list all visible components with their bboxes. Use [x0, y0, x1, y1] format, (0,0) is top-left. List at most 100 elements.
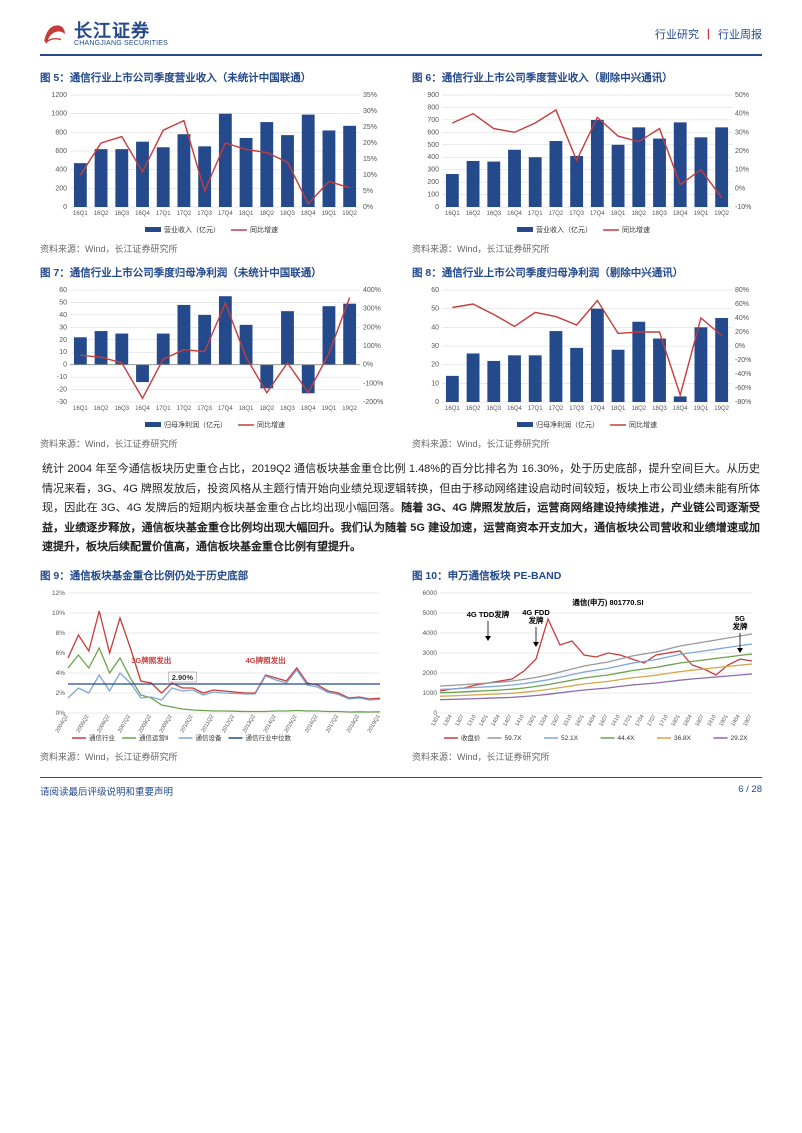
svg-text:19Q2: 19Q2	[714, 211, 729, 217]
svg-text:44.4X: 44.4X	[618, 735, 636, 742]
chart-6-canvas: 0100200300400500600700800900-10%0%10%20%…	[412, 89, 762, 239]
svg-text:18Q3: 18Q3	[280, 211, 295, 217]
svg-text:1710: 1710	[658, 714, 669, 728]
svg-text:30: 30	[59, 324, 67, 331]
svg-text:1607: 1607	[598, 714, 609, 728]
svg-text:1604: 1604	[586, 714, 597, 728]
svg-text:15%: 15%	[363, 156, 377, 163]
svg-text:16Q2: 16Q2	[466, 211, 481, 217]
svg-text:16Q3: 16Q3	[114, 406, 129, 412]
svg-text:16Q2: 16Q2	[94, 211, 109, 217]
svg-text:40: 40	[431, 324, 439, 331]
page-root: 长江证券 CHANGJIANG SECURITIES 行业研究 丨 行业周报 图…	[0, 0, 802, 814]
svg-text:17Q2: 17Q2	[549, 406, 564, 412]
svg-text:2019Q1: 2019Q1	[367, 714, 382, 734]
svg-text:16Q4: 16Q4	[507, 406, 522, 412]
svg-text:6%: 6%	[56, 650, 66, 657]
svg-text:19Q2: 19Q2	[342, 406, 357, 412]
chart-7-canvas: -30-20-100102030405060-200%-100%0%100%20…	[40, 284, 390, 434]
svg-text:2009Q2: 2009Q2	[159, 714, 174, 734]
svg-text:30: 30	[431, 343, 439, 350]
page-header: 长江证券 CHANGJIANG SECURITIES 行业研究 丨 行业周报	[40, 20, 762, 56]
svg-text:1000: 1000	[423, 690, 438, 697]
svg-text:1407: 1407	[502, 714, 513, 728]
svg-text:1501: 1501	[526, 714, 537, 728]
svg-text:-30: -30	[57, 399, 67, 406]
svg-text:16Q3: 16Q3	[486, 211, 501, 217]
svg-text:1707: 1707	[646, 714, 657, 728]
svg-text:1301: 1301	[430, 714, 441, 728]
svg-text:-20: -20	[57, 387, 67, 394]
svg-text:18Q3: 18Q3	[280, 406, 295, 412]
svg-text:29.2X: 29.2X	[731, 735, 749, 742]
chart-7: 图 7：通信行业上市公司季度归母净利润（未统计中国联通） -30-20-1001…	[40, 265, 390, 450]
svg-text:2018Q2: 2018Q2	[346, 714, 361, 734]
svg-text:6000: 6000	[423, 590, 438, 597]
svg-text:2006Q2: 2006Q2	[96, 714, 111, 734]
svg-text:2000: 2000	[423, 670, 438, 677]
svg-text:18Q4: 18Q4	[301, 211, 316, 217]
svg-text:-60%: -60%	[735, 385, 751, 392]
svg-text:19Q1: 19Q1	[694, 406, 709, 412]
svg-text:19Q1: 19Q1	[322, 211, 337, 217]
svg-text:16Q2: 16Q2	[466, 406, 481, 412]
svg-text:2.90%: 2.90%	[172, 673, 194, 682]
svg-text:营业收入（亿元）: 营业收入（亿元）	[536, 225, 592, 234]
header-right-a: 行业研究	[655, 26, 699, 42]
svg-text:1307: 1307	[454, 714, 465, 728]
svg-text:1310: 1310	[466, 714, 477, 728]
svg-text:-20%: -20%	[735, 357, 751, 364]
svg-text:1601: 1601	[574, 714, 585, 728]
svg-text:17Q3: 17Q3	[569, 406, 584, 412]
svg-text:1901: 1901	[718, 714, 729, 728]
svg-text:2017Q2: 2017Q2	[325, 714, 340, 734]
chart-5-title: 图 5：通信行业上市公司季度营业收入（未统计中国联通）	[40, 70, 390, 85]
svg-text:4G牌照发出: 4G牌照发出	[246, 655, 286, 665]
svg-text:100%: 100%	[363, 343, 381, 350]
svg-text:52.1X: 52.1X	[561, 735, 579, 742]
svg-text:5%: 5%	[363, 188, 373, 195]
svg-text:16Q1: 16Q1	[73, 211, 88, 217]
svg-text:100: 100	[427, 192, 439, 199]
svg-text:16Q1: 16Q1	[445, 406, 460, 412]
chart-8-canvas: 0102030405060-80%-60%-40%-20%0%20%40%60%…	[412, 284, 762, 434]
svg-text:-10%: -10%	[735, 204, 751, 211]
svg-text:1504: 1504	[538, 714, 549, 728]
svg-text:18Q3: 18Q3	[652, 406, 667, 412]
svg-text:-10: -10	[57, 374, 67, 381]
logo-en: CHANGJIANG SECURITIES	[74, 40, 168, 47]
svg-text:2008Q2: 2008Q2	[138, 714, 153, 734]
svg-text:17Q4: 17Q4	[590, 211, 605, 217]
svg-text:0%: 0%	[363, 204, 373, 211]
charts-grid-top: 图 5：通信行业上市公司季度营业收入（未统计中国联通） 020040060080…	[40, 70, 762, 450]
svg-text:30%: 30%	[735, 129, 749, 136]
svg-text:2005Q2: 2005Q2	[76, 714, 91, 734]
svg-text:1907: 1907	[742, 714, 753, 728]
svg-text:2007Q2: 2007Q2	[117, 714, 132, 734]
logo: 长江证券 CHANGJIANG SECURITIES	[40, 20, 168, 48]
chart-6-title: 图 6：通信行业上市公司季度营业收入（剔除中兴通讯）	[412, 70, 762, 85]
svg-text:1701: 1701	[622, 714, 633, 728]
svg-text:1304: 1304	[442, 714, 453, 728]
svg-text:18Q3: 18Q3	[652, 211, 667, 217]
svg-text:17Q3: 17Q3	[569, 211, 584, 217]
svg-text:17Q2: 17Q2	[177, 406, 192, 412]
svg-text:17Q4: 17Q4	[218, 406, 233, 412]
svg-text:4G TDD发牌: 4G TDD发牌	[467, 609, 510, 619]
svg-text:600: 600	[55, 148, 67, 155]
header-sep-icon: 丨	[703, 26, 714, 42]
svg-text:1507: 1507	[550, 714, 561, 728]
svg-text:600: 600	[427, 129, 439, 136]
svg-text:8%: 8%	[56, 630, 66, 637]
svg-text:2015Q2: 2015Q2	[284, 714, 299, 734]
svg-text:1804: 1804	[682, 714, 693, 728]
chart-10-title: 图 10：申万通信板块 PE-BAND	[412, 568, 762, 583]
svg-text:16Q4: 16Q4	[507, 211, 522, 217]
svg-text:1704: 1704	[634, 714, 645, 728]
svg-text:59.7X: 59.7X	[505, 735, 523, 742]
chart-5-canvas: 0200400600800100012000%5%10%15%20%25%30%…	[40, 89, 390, 239]
svg-text:900: 900	[427, 92, 439, 99]
svg-text:-80%: -80%	[735, 399, 751, 406]
svg-text:0%: 0%	[735, 343, 745, 350]
svg-text:16Q4: 16Q4	[135, 211, 150, 217]
